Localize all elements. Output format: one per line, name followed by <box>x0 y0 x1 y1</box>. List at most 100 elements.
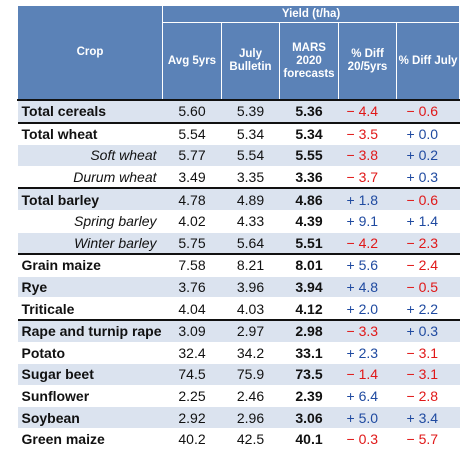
table-row: Total barley 4.78 4.89 4.86 + 1.8− 0.6 <box>17 187 460 211</box>
header-mars-line1: MARS <box>292 41 326 54</box>
mars-forecast-cell: 4.12 <box>279 297 339 321</box>
header-diff5-line1: % Diff <box>351 48 384 60</box>
mars-forecast-cell: 3.06 <box>279 406 339 429</box>
mars-forecast-cell: 3.36 <box>279 165 339 189</box>
avg-5yrs-cell: 2.92 <box>162 406 222 429</box>
mars-forecast-cell: 2.39 <box>279 384 339 408</box>
crop-name-cell: Total cereals <box>17 99 163 124</box>
diff-5yrs-cell: − 0.3 <box>338 427 397 451</box>
diff-july-cell: + 0.3 <box>396 165 460 189</box>
table-row: Spring barley 4.02 4.33 4.39 + 9.1 + 1.4 <box>17 209 460 233</box>
header-july-line1: July <box>238 48 262 60</box>
avg-5yrs-cell: 40.2 <box>162 427 222 451</box>
header-crop: Crop <box>17 5 163 101</box>
table-row: Sunflower 2.25 2.46 2.39 + 6.4− 2.8 <box>17 384 460 408</box>
header-avg-5yrs: Avg 5yrs <box>162 22 222 101</box>
table-row: Rape and turnip rape 3.09 2.97 2.98− 3.3 + 0… <box>17 318 460 343</box>
crop-name-cell: Total wheat <box>17 121 163 146</box>
avg-5yrs-cell: 5.54 <box>162 121 222 146</box>
mars-forecast-cell: 40.1 <box>279 427 339 451</box>
header-mars-forecasts: MARS 2020 forecasts <box>279 22 339 101</box>
header-diff5-line2: 20/5yrs <box>347 61 388 73</box>
table-row: Potato 32.4 34.2 33.1 + 2.3− 3.1 <box>17 341 460 365</box>
avg-5yrs-cell: 32.4 <box>162 341 222 365</box>
diff-5yrs-cell: − 3.8 <box>338 144 397 167</box>
diff-july-cell: − 0.5 <box>396 275 460 299</box>
july-bulletin-cell: 8.21 <box>221 253 280 277</box>
diff-july-cell: + 0.2 <box>396 144 460 167</box>
mars-forecast-cell: 2.98 <box>279 318 339 343</box>
diff-july-cell: − 2.4 <box>396 253 460 277</box>
diff-5yrs-cell: − 3.5 <box>338 121 397 146</box>
header-mars-line2: 2020 <box>296 54 322 67</box>
table-body: Total cereals 5.60 5.39 5.36− 4.4− 0.6 Total… <box>17 99 460 451</box>
yield-table: Crop Yield (t/ha) Avg 5yrs July Bulletin… <box>17 5 461 451</box>
july-bulletin-cell: 42.5 <box>221 427 280 451</box>
mars-forecast-cell: 33.1 <box>279 341 339 365</box>
diff-july-cell: − 0.6 <box>396 99 460 124</box>
crop-name-cell: Spring barley <box>17 209 163 233</box>
table-row: Durum wheat 3.49 3.35 3.36− 3.7 + 0.3 <box>17 165 460 189</box>
avg-5yrs-cell: 4.04 <box>162 297 222 321</box>
july-bulletin-cell: 4.89 <box>221 187 280 211</box>
table-row: Soybean 2.92 2.96 3.06 + 5.0 + 3.4 <box>17 406 460 429</box>
july-bulletin-cell: 2.97 <box>221 318 280 343</box>
crop-name-cell: Total barley <box>17 187 163 211</box>
diff-july-cell: − 3.1 <box>396 363 460 386</box>
mars-forecast-cell: 5.34 <box>279 121 339 146</box>
crop-name-cell: Soft wheat <box>17 144 163 167</box>
mars-forecast-cell: 4.86 <box>279 187 339 211</box>
july-bulletin-cell: 5.64 <box>221 231 280 255</box>
diff-july-cell: + 3.4 <box>396 406 460 429</box>
diff-july-cell: + 1.4 <box>396 209 460 233</box>
table-row: Total cereals 5.60 5.39 5.36− 4.4− 0.6 <box>17 99 460 124</box>
diff-5yrs-cell: + 4.8 <box>338 275 397 299</box>
header-july-line2: Bulletin <box>229 61 272 73</box>
avg-5yrs-cell: 4.02 <box>162 209 222 233</box>
diff-5yrs-cell: + 5.6 <box>338 253 397 277</box>
july-bulletin-cell: 3.35 <box>221 165 280 189</box>
diff-5yrs-cell: − 4.2 <box>338 231 397 255</box>
diff-july-cell: − 2.8 <box>396 384 460 408</box>
avg-5yrs-cell: 3.09 <box>162 318 222 343</box>
header-diff-july: % Diff July <box>395 22 461 101</box>
table-header: Crop Yield (t/ha) Avg 5yrs July Bulletin… <box>17 5 461 101</box>
crop-name-cell: Green maize <box>17 427 163 451</box>
avg-5yrs-cell: 3.76 <box>162 275 222 299</box>
avg-5yrs-cell: 4.78 <box>162 187 222 211</box>
table-row: Green maize 40.2 42.5 40.1− 0.3− 5.7 <box>17 427 460 451</box>
july-bulletin-cell: 4.33 <box>221 209 280 233</box>
crop-name-cell: Rape and turnip rape <box>17 318 163 343</box>
yield-table-container: Crop Yield (t/ha) Avg 5yrs July Bulletin… <box>17 5 461 451</box>
july-bulletin-cell: 2.46 <box>221 384 280 408</box>
diff-5yrs-cell: + 2.0 <box>338 297 397 321</box>
diff-5yrs-cell: − 3.7 <box>338 165 397 189</box>
diff-july-cell: − 0.6 <box>396 187 460 211</box>
table-row: Triticale 4.04 4.03 4.12 + 2.0 + 2.2 <box>17 297 460 321</box>
crop-name-cell: Potato <box>17 341 163 365</box>
mars-forecast-cell: 73.5 <box>279 363 339 386</box>
header-july-bulletin: July Bulletin <box>221 22 280 101</box>
avg-5yrs-cell: 5.77 <box>162 144 222 167</box>
mars-forecast-cell: 5.36 <box>279 99 339 124</box>
diff-5yrs-cell: − 1.4 <box>338 363 397 386</box>
mars-forecast-cell: 5.55 <box>279 144 339 167</box>
table-row: Sugar beet 74.5 75.9 73.5− 1.4− 3.1 <box>17 363 460 386</box>
july-bulletin-cell: 5.34 <box>221 121 280 146</box>
mars-forecast-cell: 8.01 <box>279 253 339 277</box>
mars-forecast-cell: 4.39 <box>279 209 339 233</box>
diff-5yrs-cell: + 1.8 <box>338 187 397 211</box>
avg-5yrs-cell: 2.25 <box>162 384 222 408</box>
table-row: Total wheat 5.54 5.34 5.34− 3.5 + 0.0 <box>17 121 460 146</box>
diff-5yrs-cell: − 3.3 <box>338 318 397 343</box>
avg-5yrs-cell: 74.5 <box>162 363 222 386</box>
table-row: Winter barley 5.75 5.64 5.51− 4.2− 2.3 <box>17 231 460 255</box>
diff-5yrs-cell: + 5.0 <box>338 406 397 429</box>
header-mars-line3: forecasts <box>283 67 335 80</box>
header-diff-5yrs: % Diff 20/5yrs <box>338 22 397 101</box>
avg-5yrs-cell: 5.75 <box>162 231 222 255</box>
diff-5yrs-cell: − 4.4 <box>338 99 397 124</box>
mars-forecast-cell: 3.94 <box>279 275 339 299</box>
table-row: Soft wheat 5.77 5.54 5.55− 3.8 + 0.2 <box>17 144 460 167</box>
avg-5yrs-cell: 5.60 <box>162 99 222 124</box>
